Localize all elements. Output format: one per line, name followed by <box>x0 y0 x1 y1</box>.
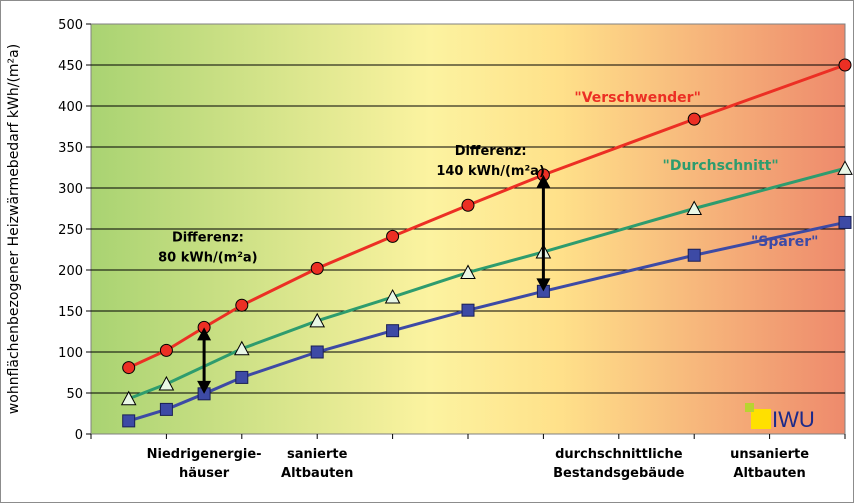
annotation-text: Differenz: <box>455 144 527 159</box>
data-point <box>235 298 249 312</box>
data-point <box>461 198 475 212</box>
data-point <box>122 414 136 428</box>
logo-text: IWU <box>772 407 815 432</box>
data-point <box>310 345 324 359</box>
data-point <box>159 402 173 416</box>
data-point <box>384 289 401 304</box>
series-line <box>128 220 846 423</box>
data-point <box>386 324 400 338</box>
data-point <box>838 215 852 229</box>
data-point <box>386 229 400 243</box>
y-tick-label: 350 <box>58 141 83 156</box>
x-category-label: unsanierte <box>730 447 809 462</box>
x-category-label: Niedrigenergie- <box>147 447 262 462</box>
data-point <box>460 264 476 279</box>
iwu-logo: IWU <box>745 403 815 432</box>
difference-arrow-head <box>197 327 212 341</box>
data-point <box>686 200 703 215</box>
data-point <box>122 361 136 375</box>
data-point <box>159 343 173 357</box>
x-category-label: Bestandsgebäude <box>553 466 685 481</box>
y-tick-label: 250 <box>58 223 83 238</box>
y-axis-label: wohnflächenbezogener Heizwärmebedarf kWh… <box>6 44 22 414</box>
data-point <box>158 375 175 391</box>
y-tick-label: 200 <box>58 264 83 279</box>
difference-arrow-head <box>536 278 551 292</box>
axes: 0 50 100 150 200 250 300 350 400 450 500 Niedrigene… <box>6 18 846 481</box>
annotation-text: 80 kWh/(m²a) <box>158 250 258 265</box>
y-tick-label: 50 <box>66 387 83 402</box>
x-category-label: Altbauten <box>281 466 353 481</box>
x-category-label: durchschnittliche <box>555 447 683 462</box>
series-label: "Sparer" <box>751 234 818 250</box>
x-category-label: Altbauten <box>733 466 805 481</box>
x-category-label: häuser <box>179 466 230 481</box>
series-line <box>128 63 846 369</box>
data-point <box>235 370 249 384</box>
data-point <box>461 303 475 317</box>
y-tick-label: 450 <box>58 59 83 74</box>
annotation-text: Differenz: <box>172 230 244 245</box>
data-point <box>837 160 853 175</box>
annotation-text: 140 kWh/(m²a) <box>436 164 545 179</box>
data-point <box>120 390 137 406</box>
data-point <box>233 340 250 356</box>
y-tick-label: 500 <box>58 18 83 33</box>
y-tick-label: 300 <box>58 182 83 197</box>
series-label: "Verschwender" <box>574 90 700 106</box>
logo-mark-green <box>745 403 754 412</box>
series-label: "Durchschnitt" <box>663 158 779 174</box>
annotation-layer: Differenz: 80 kWh/(m²a) Differenz: 140 kWh/… <box>158 144 551 394</box>
data-point <box>838 58 852 72</box>
y-tick-label: 400 <box>58 100 83 115</box>
data-point <box>687 112 701 126</box>
difference-arrow-head <box>536 174 551 188</box>
data-point <box>687 248 701 262</box>
data-point <box>309 312 326 328</box>
logo-mark-yellow <box>751 409 771 429</box>
y-tick-label: 100 <box>58 346 83 361</box>
x-category-label: sanierte <box>287 447 348 462</box>
difference-arrow-head <box>197 380 212 394</box>
series-layer: "Verschwender" "Durchschnitt" "Sparer" <box>120 58 853 428</box>
y-tick-label: 0 <box>75 428 83 443</box>
y-tick-label: 150 <box>58 305 83 320</box>
data-point <box>310 261 324 275</box>
